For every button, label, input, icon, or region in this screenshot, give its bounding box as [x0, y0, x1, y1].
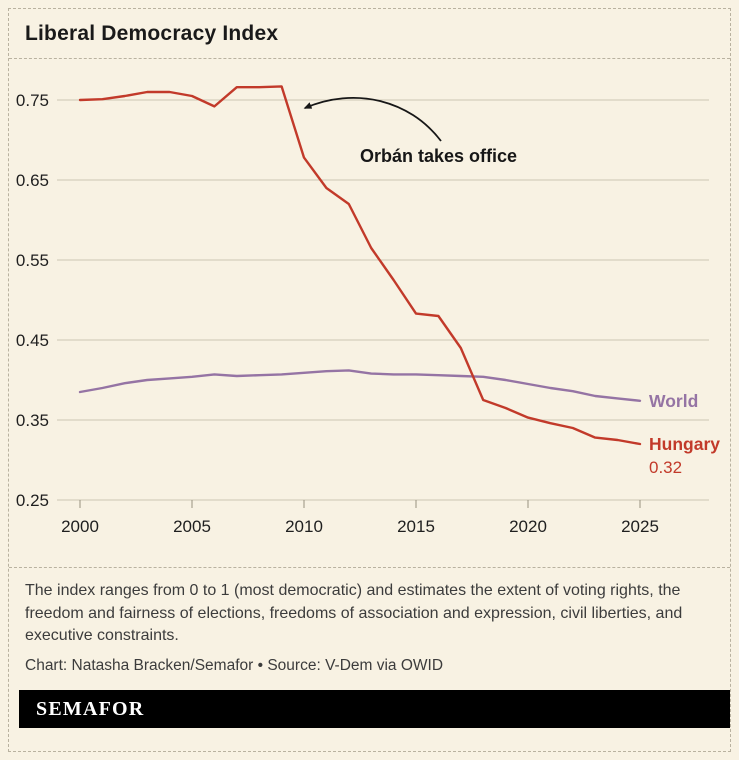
svg-text:0.55: 0.55 — [16, 251, 49, 270]
svg-text:Orbán takes office: Orbán takes office — [360, 146, 517, 166]
svg-text:2015: 2015 — [397, 517, 435, 536]
svg-text:2005: 2005 — [173, 517, 211, 536]
line-chart: 0.75 0.65 0.55 0.45 0.35 0.25 2000 2005 2010 2015… — [16, 85, 720, 536]
chart-description: The index ranges from 0 to 1 (most democ… — [25, 582, 683, 645]
dashed-divider-top — [9, 58, 730, 59]
chart-area: 0.75 0.65 0.55 0.45 0.35 0.25 2000 2005 2010 2015… — [9, 59, 730, 567]
svg-text:0.32: 0.32 — [649, 458, 682, 477]
svg-text:0.35: 0.35 — [16, 411, 49, 430]
svg-text:2025: 2025 — [621, 517, 659, 536]
svg-text:World: World — [649, 391, 698, 411]
svg-text:2010: 2010 — [285, 517, 323, 536]
semafor-logo-bar: SEMAFOR — [19, 690, 730, 729]
svg-text:0.65: 0.65 — [16, 171, 49, 190]
svg-text:0.25: 0.25 — [16, 491, 49, 510]
chart-card: Liberal Democracy Index 0.75 0.65 0.55 0.45… — [8, 8, 731, 752]
svg-text:0.75: 0.75 — [16, 91, 49, 110]
svg-text:2020: 2020 — [509, 517, 547, 536]
svg-text:2000: 2000 — [61, 517, 99, 536]
dashed-divider-bottom — [9, 567, 730, 568]
svg-text:0.45: 0.45 — [16, 331, 49, 350]
chart-credit: Chart: Natasha Bracken/Semafor • Source:… — [25, 657, 444, 675]
svg-text:Hungary: Hungary — [649, 434, 720, 454]
semafor-logo: SEMAFOR — [36, 697, 145, 720]
page-title: Liberal Democracy Index — [25, 22, 279, 45]
